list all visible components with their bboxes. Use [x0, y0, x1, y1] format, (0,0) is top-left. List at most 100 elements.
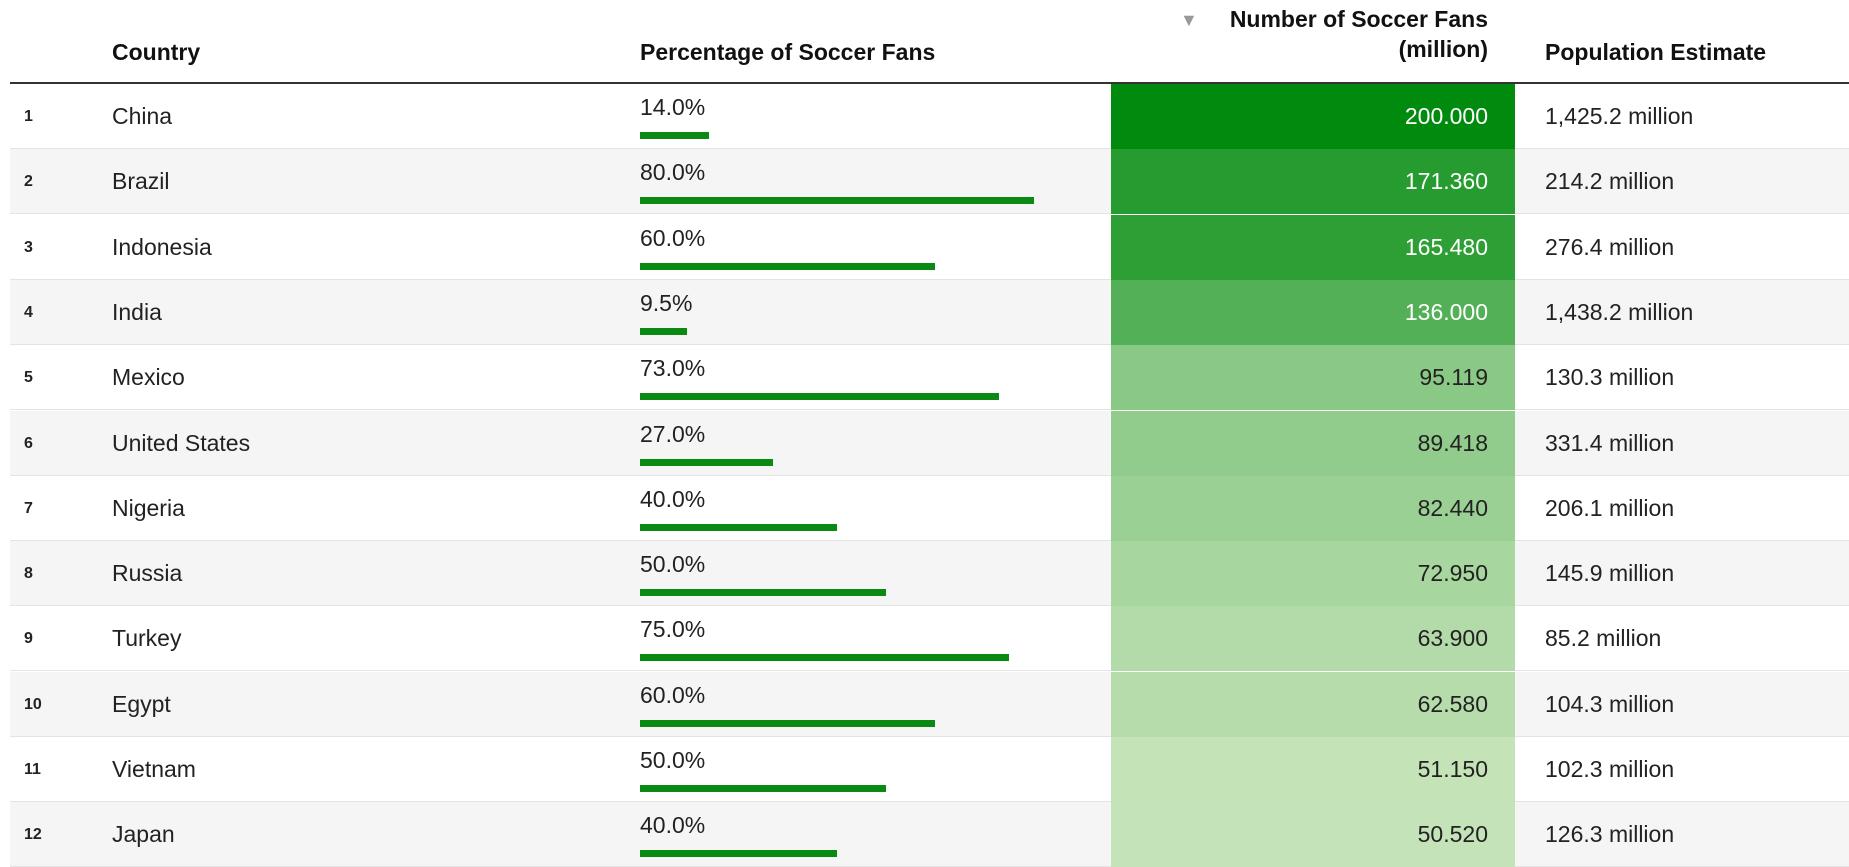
- percentage-bar: [640, 458, 773, 466]
- population: 126.3 million: [1545, 821, 1675, 848]
- fans-value: 89.418: [1417, 429, 1488, 456]
- country: India: [112, 298, 162, 325]
- fans-cell: [1111, 84, 1515, 149]
- fans-value: 165.480: [1404, 233, 1488, 260]
- fans-cell: [1111, 345, 1515, 411]
- rank: 1: [24, 108, 33, 125]
- column-header[interactable]: Number of Soccer Fans (million): [1229, 6, 1488, 62]
- rank: 6: [24, 434, 33, 452]
- table-row: 7 Nigeria 40.0% 82.440 206.1 million: [10, 475, 1849, 541]
- fans-value: 171.360: [1404, 168, 1488, 195]
- percentage-bar: [640, 654, 1009, 662]
- percentage-label: 73.0%: [640, 355, 706, 382]
- percentage-label: 50.0%: [640, 747, 706, 773]
- population: 130.3 million: [1545, 364, 1675, 391]
- population: 102.3 million: [1545, 756, 1675, 782]
- population: 85.2 million: [1545, 625, 1662, 652]
- rank: 8: [24, 565, 33, 583]
- country: Nigeria: [112, 494, 185, 521]
- rank: 2: [24, 173, 33, 191]
- country: Japan: [112, 821, 175, 848]
- percentage-label: 75.0%: [640, 616, 706, 643]
- rank: 4: [24, 303, 33, 321]
- fans-value: 72.950: [1417, 560, 1488, 587]
- percentage-bar: [640, 589, 886, 597]
- table-row: 3 Indonesia 60.0% 165.480 276.4 million: [10, 214, 1849, 280]
- percentage-label: 50.0%: [640, 551, 706, 578]
- sort-arrow[interactable]: ▼: [1180, 10, 1198, 30]
- table-row: 10 Egypt 60.0% 62.580 104.3 million: [10, 671, 1849, 737]
- percentage-label: 14.0%: [640, 94, 706, 120]
- rank: 3: [24, 238, 33, 256]
- percentage-bar: [640, 523, 837, 531]
- country: Brazil: [112, 168, 170, 195]
- population: 331.4 million: [1545, 429, 1675, 456]
- table-row: 9 Turkey 75.0% 63.900 85.2 million: [10, 606, 1849, 672]
- rank: 7: [24, 499, 33, 517]
- table-row: 8 Russia 50.0% 72.950 145.9 million: [10, 541, 1849, 607]
- fans-cell: [1111, 214, 1515, 280]
- country: Indonesia: [112, 233, 212, 260]
- fans-value: 200.000: [1404, 103, 1488, 129]
- fans-cell: [1111, 410, 1515, 476]
- table-row: 11 Vietnam 50.0% 51.150 102.3 million: [10, 737, 1849, 802]
- country: Vietnam: [112, 756, 196, 782]
- percentage-bar: [640, 262, 936, 270]
- fans-value: 136.000: [1404, 298, 1488, 325]
- column-header[interactable]: Country: [112, 39, 201, 65]
- population: 145.9 million: [1545, 560, 1675, 587]
- fans-value: 62.580: [1417, 690, 1488, 717]
- percentage-bar: [640, 850, 837, 858]
- percentage-label: 60.0%: [640, 224, 706, 251]
- header-rule: [10, 82, 1849, 84]
- percentage-label: 40.0%: [640, 485, 706, 512]
- country: Mexico: [112, 364, 185, 391]
- rank: 11: [24, 761, 41, 778]
- fans-value: 50.520: [1417, 821, 1488, 848]
- population: 1,438.2 million: [1545, 298, 1694, 325]
- table-row: 1 China 14.0% 200.000 1,425.2 million: [10, 84, 1849, 149]
- fans-value: 82.440: [1417, 494, 1488, 521]
- fans-value: 51.150: [1417, 756, 1488, 782]
- percentage-bar: [640, 393, 1000, 401]
- table-row: 6 United States 27.0% 89.418 331.4 million: [10, 410, 1849, 476]
- rank: 10: [24, 695, 42, 713]
- percentage-bar: [640, 327, 687, 335]
- percentage-label: 40.0%: [640, 812, 706, 839]
- country: Egypt: [112, 690, 171, 717]
- fans-cell: [1111, 149, 1515, 215]
- population: 104.3 million: [1545, 690, 1675, 717]
- table-row: 4 India 9.5% 136.000 1,438.2 million: [10, 279, 1849, 345]
- population: 206.1 million: [1545, 494, 1675, 521]
- percentage-bar: [640, 785, 886, 792]
- column-header[interactable]: Population Estimate: [1545, 39, 1767, 65]
- rank: 9: [24, 630, 33, 648]
- country: China: [112, 103, 173, 129]
- percentage-label: 9.5%: [640, 289, 693, 316]
- population: 214.2 million: [1545, 168, 1675, 195]
- fans-cell: [1111, 475, 1515, 541]
- rank: 12: [24, 826, 42, 844]
- column-header[interactable]: Percentage of Soccer Fans: [640, 39, 936, 65]
- fans-cell: [1111, 606, 1515, 672]
- fans-cell: [1111, 279, 1515, 345]
- fans-value: 95.119: [1419, 364, 1488, 391]
- percentage-label: 27.0%: [640, 420, 706, 447]
- fans-cell: [1111, 671, 1515, 737]
- percentage-label: 60.0%: [640, 681, 706, 708]
- country: Russia: [112, 560, 183, 587]
- percentage-bar: [640, 132, 709, 139]
- population: 276.4 million: [1545, 233, 1675, 260]
- rank: 5: [24, 369, 33, 387]
- table-row: 12 Japan 40.0% 50.520 126.3 million: [10, 802, 1849, 867]
- table-row: 5 Mexico 73.0% 95.119 130.3 million: [10, 345, 1849, 411]
- fans-value: 63.900: [1417, 625, 1488, 652]
- percentage-label: 80.0%: [640, 159, 706, 186]
- fans-cell: [1111, 541, 1515, 607]
- table-row: 2 Brazil 80.0% 171.360 214.2 million: [10, 149, 1849, 215]
- percentage-bar: [640, 719, 936, 727]
- fans-cell: [1111, 737, 1515, 802]
- percentage-bar: [640, 197, 1034, 205]
